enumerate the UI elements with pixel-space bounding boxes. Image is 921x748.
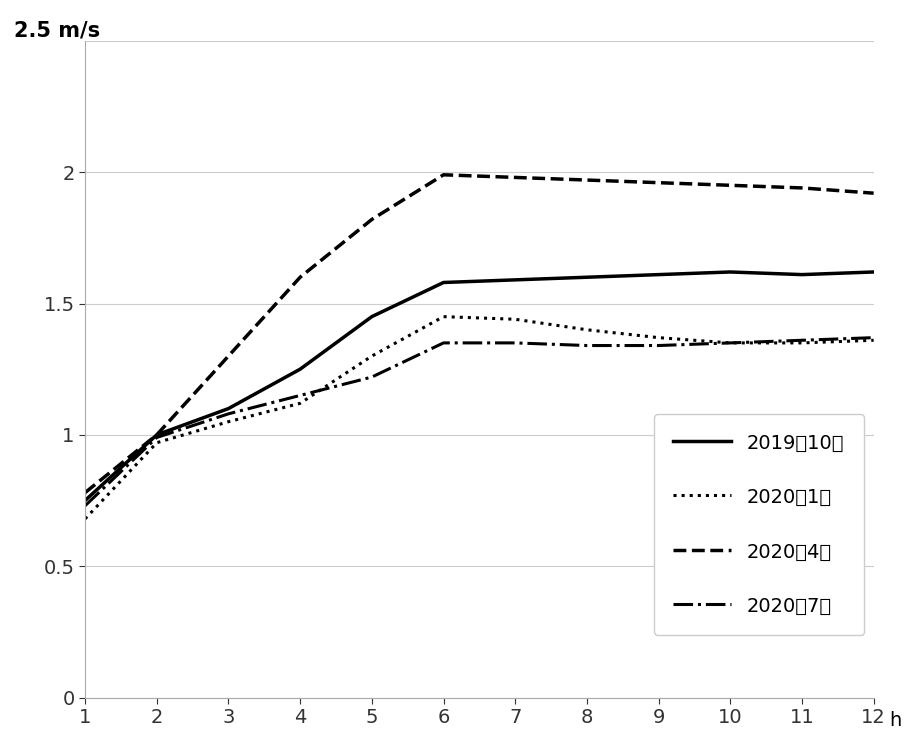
2019年10月 — [438, 278, 449, 287]
2020年7月 — [581, 341, 592, 350]
2019年10月 — [797, 270, 808, 279]
2020年7月 — [869, 333, 880, 342]
2020年4月 — [295, 273, 306, 282]
2020年1月 — [509, 315, 520, 324]
2020年1月 — [797, 338, 808, 347]
2020年7月 — [151, 433, 162, 442]
2019年10月 — [223, 404, 234, 413]
2020年1月 — [581, 325, 592, 334]
2020年1月 — [725, 338, 736, 347]
Line: 2020年4月: 2020年4月 — [85, 175, 874, 493]
Line: 2020年7月: 2020年7月 — [85, 337, 874, 506]
2020年4月 — [725, 181, 736, 190]
2020年7月 — [653, 341, 664, 350]
2020年4月 — [653, 178, 664, 187]
2019年10月 — [79, 496, 90, 505]
2020年4月 — [151, 430, 162, 439]
Text: 2.5 m/s: 2.5 m/s — [14, 21, 100, 41]
2019年10月 — [367, 312, 378, 321]
2020年4月 — [79, 488, 90, 497]
2020年7月 — [797, 336, 808, 345]
2019年10月 — [295, 365, 306, 374]
2020年1月 — [869, 336, 880, 345]
2020年4月 — [869, 188, 880, 197]
2020年7月 — [438, 338, 449, 347]
2019年10月 — [151, 430, 162, 439]
2020年7月 — [79, 501, 90, 510]
2020年7月 — [509, 338, 520, 347]
Line: 2019年10月: 2019年10月 — [85, 272, 874, 500]
2020年1月 — [151, 438, 162, 447]
2020年4月 — [797, 183, 808, 192]
2019年10月 — [869, 268, 880, 277]
2020年4月 — [223, 352, 234, 361]
2020年1月 — [295, 399, 306, 408]
Line: 2020年1月: 2020年1月 — [85, 316, 874, 519]
2020年4月 — [581, 176, 592, 185]
2020年1月 — [79, 515, 90, 524]
2020年1月 — [223, 417, 234, 426]
Text: h: h — [890, 711, 902, 730]
2020年7月 — [367, 373, 378, 381]
2019年10月 — [509, 275, 520, 284]
2020年7月 — [295, 391, 306, 400]
Legend: 2019年10月, 2020年1月, 2020年4月, 2020年7月: 2019年10月, 2020年1月, 2020年4月, 2020年7月 — [654, 414, 864, 635]
2020年1月 — [653, 333, 664, 342]
2020年7月 — [223, 409, 234, 418]
2019年10月 — [725, 268, 736, 277]
2020年1月 — [367, 352, 378, 361]
2020年4月 — [509, 173, 520, 182]
2020年4月 — [367, 215, 378, 224]
2020年1月 — [438, 312, 449, 321]
2020年7月 — [725, 338, 736, 347]
2020年4月 — [438, 171, 449, 180]
2019年10月 — [653, 270, 664, 279]
2019年10月 — [581, 273, 592, 282]
